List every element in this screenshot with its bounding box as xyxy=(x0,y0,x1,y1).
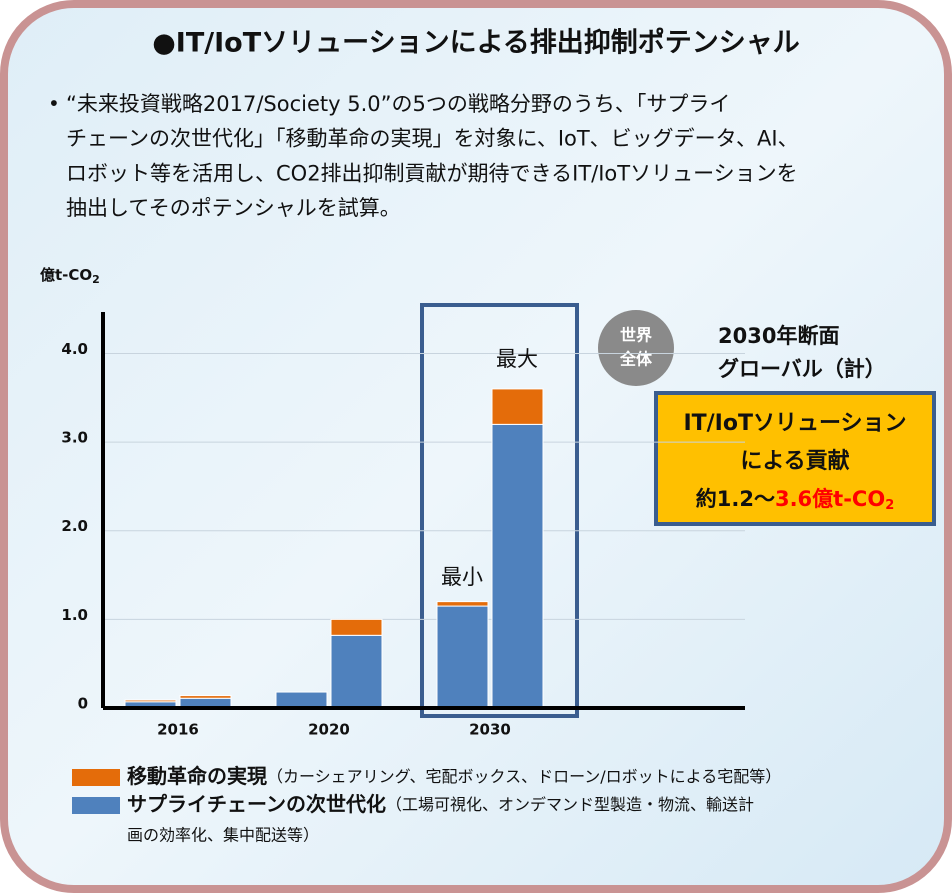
summary-text: による貢献 xyxy=(740,448,849,474)
legend-entry: サプライチェーンの次世代化（工場可視化、オンデマンド型製造・物流、輸送計 xyxy=(127,792,754,816)
bar xyxy=(436,605,489,709)
y-tick-label: 4.0 xyxy=(61,340,88,358)
x-tick-label: 2020 xyxy=(308,721,350,739)
x-tick-label: 2016 xyxy=(157,721,199,739)
summary-text: 約1.2〜3.6億t-CO2 xyxy=(696,487,894,513)
y-tick-label: 3.0 xyxy=(61,429,88,447)
legend-entry: 画の効率化、集中配送等） xyxy=(127,826,319,845)
x-tick-label: 2030 xyxy=(469,721,511,739)
bar xyxy=(436,601,489,607)
y-tick-label: 2.0 xyxy=(61,517,88,535)
highlight-box xyxy=(420,303,579,718)
legend-swatch xyxy=(72,769,120,786)
title: ●IT/IoTソリューションによる排出抑制ポテンシャル xyxy=(152,28,800,59)
section-text: 2030年断面 xyxy=(718,324,839,348)
bar xyxy=(491,388,544,425)
bar xyxy=(124,699,177,703)
world-badge xyxy=(598,310,674,386)
bar xyxy=(491,423,544,709)
bar xyxy=(330,618,383,636)
y-tick-label: 0 xyxy=(78,695,88,713)
annotation: 最大 xyxy=(496,347,538,371)
summary-box xyxy=(654,391,936,526)
annotation: 最小 xyxy=(441,565,483,589)
description-line: “未来投資戦略2017/Society 5.0”の5つの戦略分野のうち、「サプラ… xyxy=(66,92,730,116)
bar xyxy=(179,695,232,699)
bullet: • xyxy=(48,92,60,116)
summary-text: IT/IoTソリューション xyxy=(683,411,906,436)
legend-swatch xyxy=(72,797,120,814)
bar xyxy=(275,691,328,709)
badge-text: 全体 xyxy=(619,350,653,369)
y-tick-label: 1.0 xyxy=(61,606,88,624)
bar xyxy=(330,634,383,709)
description-line: ロボット等を活用し、CO2排出抑制貢献が期待できるIT/IoTソリューションを xyxy=(66,161,798,185)
badge-text: 世界 xyxy=(620,326,652,345)
description-line: 抽出してそのポテンシャルを試算。 xyxy=(66,196,401,220)
legend-entry: 移動革命の実現（カーシェアリング、宅配ボックス、ドローン/ロボットによる宅配等） xyxy=(127,764,781,788)
description-line: チェーンの次世代化」「移動革命の実現」を対象に、IoT、ビッグデータ、AI、 xyxy=(66,127,799,151)
y-axis-label: 億t-CO2 xyxy=(40,266,100,287)
section-text: グローバル（計） xyxy=(718,357,886,381)
